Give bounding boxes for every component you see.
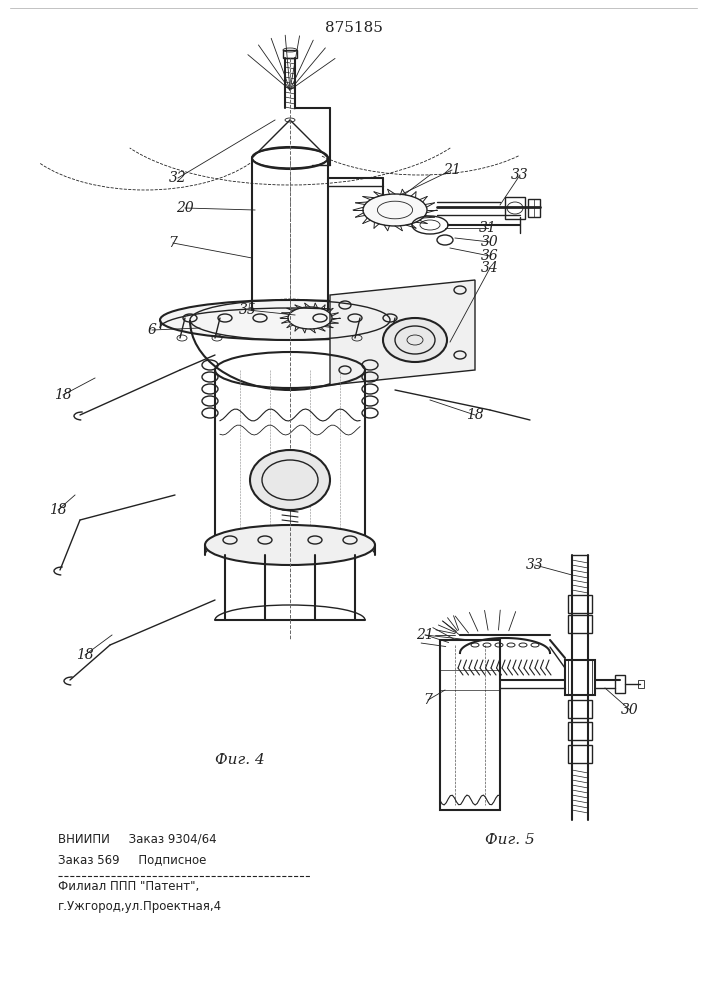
Text: 7: 7 bbox=[423, 693, 433, 707]
Text: Фиг. 5: Фиг. 5 bbox=[485, 833, 535, 847]
Text: Заказ 569     Подписное: Заказ 569 Подписное bbox=[58, 853, 206, 866]
Bar bbox=[638, 680, 644, 688]
Bar bbox=[528, 199, 540, 217]
Text: 30: 30 bbox=[621, 703, 639, 717]
Text: 875185: 875185 bbox=[325, 21, 382, 35]
Text: 7: 7 bbox=[168, 236, 177, 250]
Bar bbox=[568, 700, 592, 718]
Bar bbox=[440, 640, 500, 810]
Text: 18: 18 bbox=[54, 388, 72, 402]
Text: 33: 33 bbox=[511, 168, 529, 182]
Text: 21: 21 bbox=[416, 628, 434, 642]
Bar bbox=[568, 615, 592, 633]
Bar bbox=[565, 660, 595, 695]
Text: 20: 20 bbox=[176, 201, 194, 215]
Text: 18: 18 bbox=[76, 648, 94, 662]
Text: 18: 18 bbox=[49, 503, 67, 517]
Ellipse shape bbox=[160, 300, 420, 340]
Text: 18: 18 bbox=[466, 408, 484, 422]
Bar bbox=[505, 197, 525, 219]
Text: 36: 36 bbox=[481, 249, 499, 263]
Bar bbox=[283, 50, 297, 58]
Bar bbox=[568, 745, 592, 763]
Polygon shape bbox=[330, 280, 475, 385]
Ellipse shape bbox=[250, 450, 330, 510]
Bar bbox=[568, 660, 592, 695]
Text: 35: 35 bbox=[239, 303, 257, 317]
Ellipse shape bbox=[363, 194, 427, 226]
Text: Фиг. 4: Фиг. 4 bbox=[215, 753, 265, 767]
Bar bbox=[568, 722, 592, 740]
Text: Филиал ППП "Патент",: Филиал ППП "Патент", bbox=[58, 880, 199, 893]
Text: 30: 30 bbox=[481, 235, 499, 249]
Text: ВНИИПИ     Заказ 9304/64: ВНИИПИ Заказ 9304/64 bbox=[58, 832, 216, 845]
Text: 33: 33 bbox=[526, 558, 544, 572]
Text: 21: 21 bbox=[443, 163, 461, 177]
Ellipse shape bbox=[383, 318, 447, 362]
Ellipse shape bbox=[205, 525, 375, 565]
Text: 31: 31 bbox=[479, 221, 497, 235]
Text: г.Ужгород,ул.Проектная,4: г.Ужгород,ул.Проектная,4 bbox=[58, 900, 222, 913]
Text: 32: 32 bbox=[169, 171, 187, 185]
Bar bbox=[568, 595, 592, 613]
Text: 34: 34 bbox=[481, 261, 499, 275]
Bar bbox=[615, 675, 625, 693]
Text: 6: 6 bbox=[148, 323, 156, 337]
